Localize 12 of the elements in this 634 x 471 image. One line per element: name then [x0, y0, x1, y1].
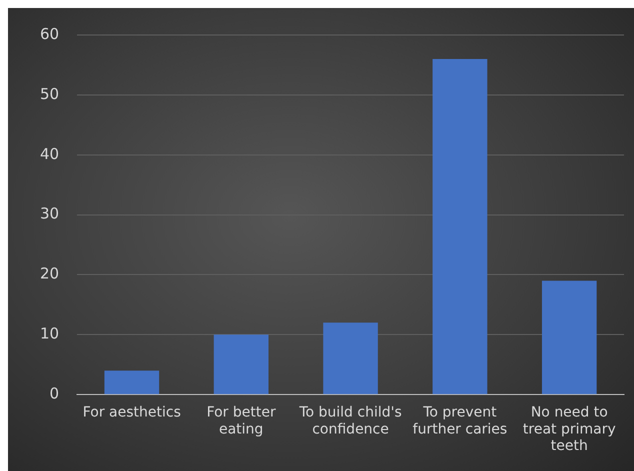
x-tick-label: To build child's confidence: [298, 404, 402, 438]
y-tick-label: 40: [40, 144, 60, 163]
x-tick-label: For better eating: [206, 404, 276, 438]
x-tick-label: For aesthetics: [82, 404, 181, 421]
x-tick-label: No need to treat primary teeth: [522, 404, 616, 454]
y-tick-label: 10: [40, 324, 60, 343]
y-tick-label: 50: [40, 84, 60, 103]
y-tick-label: 0: [50, 384, 60, 402]
y-tick-label: 30: [40, 204, 60, 223]
y-tick-label: 20: [40, 264, 60, 283]
x-tick-label: To prevent further caries: [412, 404, 508, 438]
y-tick-label: 60: [40, 24, 60, 43]
